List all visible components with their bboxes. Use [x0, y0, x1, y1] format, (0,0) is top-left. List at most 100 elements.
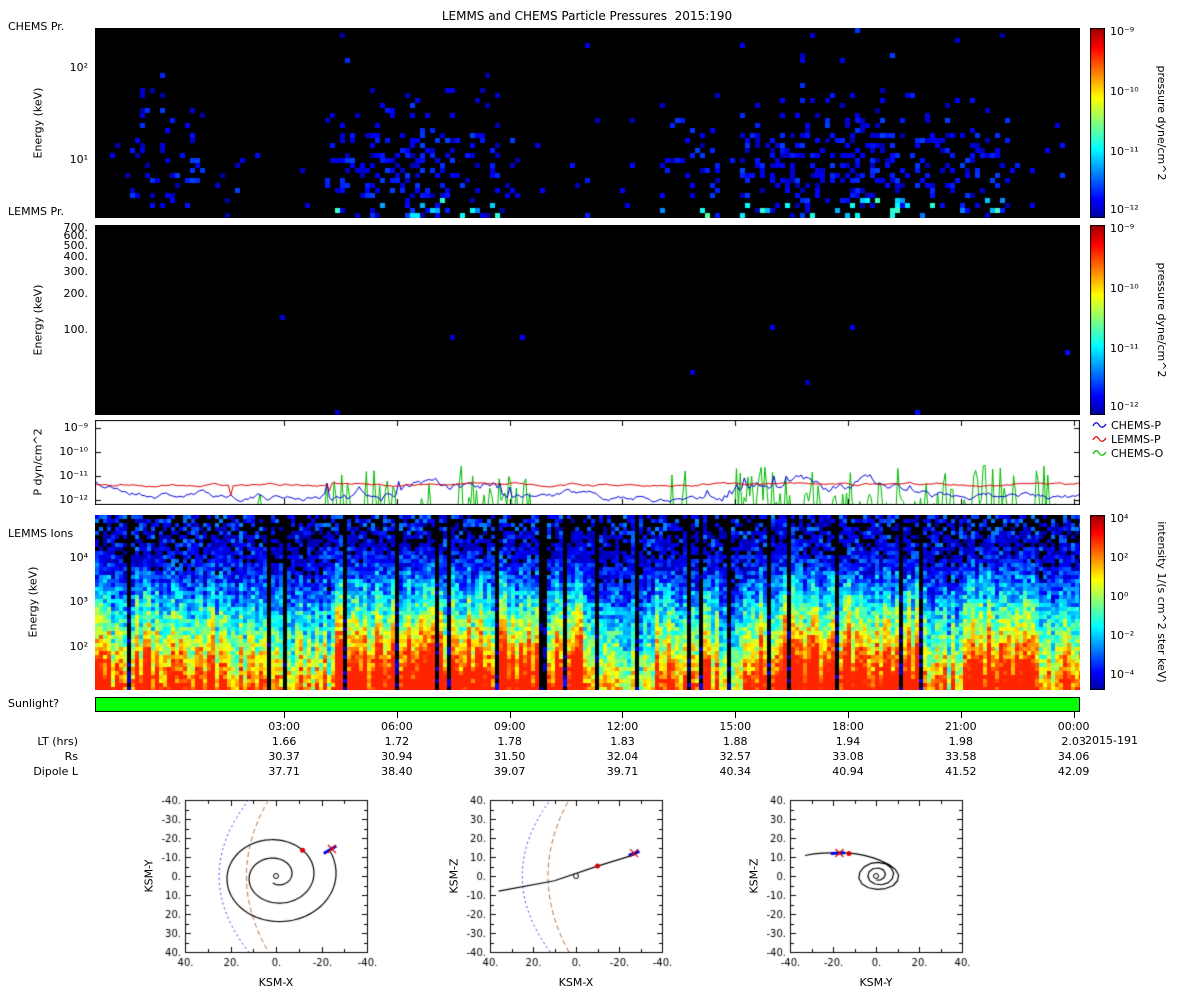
- colorbar-tick-label: 10⁻⁴: [1110, 667, 1135, 681]
- y-tick-label: 300.: [63, 265, 89, 279]
- chems-colorbar: [1090, 28, 1105, 218]
- lemms-colorbar: [1090, 225, 1105, 415]
- ephemeris-value: 32.57: [719, 750, 752, 763]
- legend-item-chems-p: CHEMS-P: [1092, 418, 1163, 432]
- y-tick-label: 10⁻⁹: [63, 420, 88, 434]
- orbit1-x-axis-label: KSM-X: [258, 976, 294, 989]
- y-tick-label: 10¹: [69, 153, 88, 167]
- y-tick-label: 10³: [69, 594, 88, 608]
- legend-item-chems-o: CHEMS-O: [1092, 446, 1163, 460]
- row-label-dipole-l: Dipole L: [33, 765, 78, 778]
- ephemeris-value: 33.08: [832, 750, 864, 763]
- ephemeris-value: 1.72: [384, 735, 410, 748]
- ephemeris-value: 37.71: [268, 765, 300, 778]
- time-tick-label: 12:00: [606, 720, 639, 733]
- orbit2-x-axis-label: KSM-X: [558, 976, 594, 989]
- pressure-lines-canvas: [95, 420, 1080, 505]
- sunlight-bar: [95, 697, 1080, 712]
- pressure-y-axis-label: P dyn/cm^2: [31, 428, 45, 496]
- legend-label: CHEMS-P: [1111, 418, 1161, 432]
- time-tick-mark: [396, 712, 398, 718]
- time-tick-mark: [735, 712, 737, 718]
- colorbar-tick-label: 10⁻¹¹: [1110, 341, 1139, 355]
- ions-spectrogram-canvas: [95, 515, 1080, 690]
- panel-label-chems: CHEMS Pr.: [8, 20, 65, 33]
- ions-colorbar: [1090, 515, 1105, 690]
- time-tick-label: 21:00: [944, 720, 977, 733]
- ephemeris-value: 2.03: [1061, 735, 1086, 748]
- ephemeris-value: 1.88: [723, 735, 748, 748]
- orbit2-y-axis-label: KSM-Z: [447, 858, 461, 894]
- colorbar-tick-label: 10⁻²: [1110, 628, 1135, 642]
- ephemeris-value: 41.52: [945, 765, 977, 778]
- orbit-ksmx-ksmz-canvas: [450, 794, 672, 992]
- panel-label-ions: LEMMS Ions: [8, 527, 74, 540]
- colorbar-tick-label: 10⁻¹⁰: [1110, 281, 1139, 295]
- y-tick-label: 10⁻¹²: [59, 492, 88, 506]
- ephemeris-value: 33.58: [945, 750, 977, 763]
- ions-colorbar-label: intensity 1/(s cm^2 ster keV): [1155, 521, 1168, 683]
- colorbar-tick-label: 10⁻¹⁰: [1110, 84, 1139, 98]
- pressure-legend: CHEMS-P LEMMS-P CHEMS-O: [1092, 418, 1163, 460]
- chems-p-line-icon: [1092, 419, 1111, 432]
- y-tick-label: 500.: [63, 239, 89, 253]
- y-tick-label: 10²: [69, 60, 88, 74]
- row-label-rs: Rs: [64, 750, 78, 763]
- ephemeris-value: 30.37: [268, 750, 300, 763]
- colorbar-tick-label: 10⁰: [1110, 590, 1129, 604]
- colorbar-tick-label: 10⁻¹²: [1110, 203, 1139, 217]
- lemms-spectrogram-canvas: [95, 225, 1080, 415]
- y-tick-label: 200.: [63, 286, 89, 300]
- ephemeris-value: 34.06: [1057, 750, 1090, 763]
- orbit3-x-axis-label: KSM-Y: [859, 976, 893, 989]
- time-tick-label: 18:00: [832, 720, 864, 733]
- ephemeris-value: 39.71: [606, 765, 639, 778]
- ephemeris-value: 40.94: [832, 765, 864, 778]
- y-tick-label: 700.: [63, 221, 89, 235]
- time-tick-mark: [509, 712, 511, 718]
- date-label: 2015-191: [1085, 734, 1138, 747]
- ephemeris-value: 1.66: [271, 735, 297, 748]
- lemms-y-axis-label: Energy (keV): [31, 284, 45, 356]
- time-tick-label: 06:00: [381, 720, 413, 733]
- ephemeris-value: 1.78: [497, 735, 522, 748]
- colorbar-tick-label: 10²: [1110, 551, 1129, 565]
- lemms-p-line-icon: [1092, 433, 1111, 446]
- panel-label-sunlight: Sunlight?: [8, 697, 60, 710]
- y-tick-label: 600.: [63, 229, 89, 243]
- time-tick-label: 00:00: [1057, 720, 1090, 733]
- chems-colorbar-label: pressure dyne/cm^2: [1155, 65, 1168, 181]
- ephemeris-value: 1.83: [610, 735, 635, 748]
- colorbar-tick-label: 10⁻⁹: [1110, 221, 1135, 235]
- y-tick-label: 400.: [63, 250, 89, 264]
- time-tick-label: 15:00: [719, 720, 752, 733]
- time-tick-label: 09:00: [493, 720, 526, 733]
- time-tick-label: 03:00: [268, 720, 300, 733]
- legend-item-lemms-p: LEMMS-P: [1092, 432, 1163, 446]
- orbit3-y-axis-label: KSM-Z: [747, 858, 761, 894]
- orbit1-y-axis-label: KSM-Y: [142, 859, 156, 893]
- ephemeris-value: 32.04: [606, 750, 639, 763]
- ephemeris-value: 31.50: [493, 750, 526, 763]
- colorbar-tick-label: 10⁻¹¹: [1110, 144, 1139, 158]
- page-title: LEMMS and CHEMS Particle Pressures 2015:…: [441, 9, 733, 23]
- time-tick-mark: [622, 712, 624, 718]
- ephemeris-value: 1.94: [835, 735, 861, 748]
- ephemeris-value: 40.34: [719, 765, 752, 778]
- time-tick-mark: [848, 712, 850, 718]
- ephemeris-value: 1.98: [948, 735, 974, 748]
- orbit-ksmx-ksmy-canvas: [145, 794, 377, 992]
- y-tick-label: 10⁻¹⁰: [59, 444, 88, 458]
- time-tick-mark: [1073, 712, 1075, 718]
- ephemeris-value: 38.40: [381, 765, 413, 778]
- legend-label: CHEMS-O: [1111, 446, 1164, 460]
- ephemeris-value: 42.09: [1057, 765, 1090, 778]
- y-tick-label: 10⁴: [69, 551, 88, 565]
- panel-label-lemms: LEMMS Pr.: [8, 205, 64, 218]
- lemms-colorbar-label: pressure dyne/cm^2: [1155, 262, 1168, 378]
- colorbar-tick-label: 10⁻⁹: [1110, 24, 1135, 38]
- orbit-ksmy-ksmz-canvas: [750, 794, 972, 992]
- ephemeris-value: 30.94: [381, 750, 413, 763]
- y-tick-label: 10⁻¹¹: [59, 469, 88, 482]
